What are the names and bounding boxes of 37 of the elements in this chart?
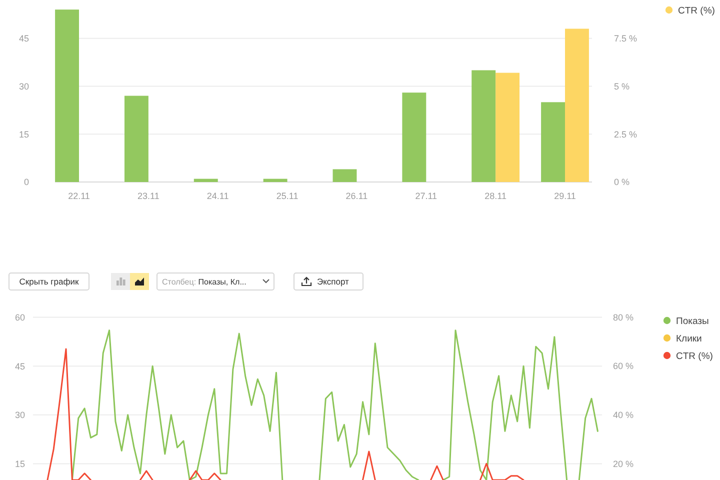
x-tick-label: 26.11 [346, 191, 368, 202]
y2-tick-label: 2.5 % [614, 129, 638, 140]
y2-tick-label: 0 % [614, 177, 630, 188]
y-tick-label: 30 [14, 410, 25, 420]
text: Столбец: Показы, Кл... [162, 277, 246, 286]
y-tick-label: 0 [24, 177, 29, 188]
bar [194, 178, 218, 182]
y-tick-label: 15 [14, 458, 25, 469]
y-tick-label: 45 [14, 361, 25, 372]
legend-label: Показы [676, 316, 710, 327]
y-tick-label: 30 [18, 81, 29, 92]
y2-tick-label: 40 % [613, 410, 634, 420]
x-tick-label: 28.11 [484, 191, 506, 202]
x-tick-label: 27.11 [415, 191, 438, 202]
y-tick-label: 45 [18, 33, 29, 44]
x-tick-label: 23.11 [138, 191, 160, 202]
bar [402, 92, 426, 182]
y-tick-label: 60 [14, 312, 25, 322]
y2-tick-label: 7.5 % [614, 33, 638, 44]
bar [124, 96, 148, 182]
legend-label: Клики [676, 333, 702, 344]
legend-label: CTR (%) [678, 5, 715, 16]
text: Скрыть график [19, 276, 79, 286]
legend-label: CTR (%) [676, 350, 713, 362]
y2-tick-label: 80 % [613, 312, 634, 322]
y-tick-label: 15 [18, 129, 29, 140]
y2-tick-label: 5 % [614, 81, 630, 92]
bar [332, 169, 357, 182]
y2-tick-label: 20 % [613, 458, 634, 469]
x-tick-label: 29.11 [554, 191, 576, 202]
x-tick-label: 22.11 [68, 191, 90, 202]
text: Экспорт [317, 276, 350, 286]
bar [263, 178, 288, 182]
y2-tick-label: 60 % [613, 361, 634, 372]
x-tick-label: 25.11 [276, 191, 298, 202]
x-tick-label: 24.11 [206, 191, 229, 202]
bar [55, 10, 79, 182]
